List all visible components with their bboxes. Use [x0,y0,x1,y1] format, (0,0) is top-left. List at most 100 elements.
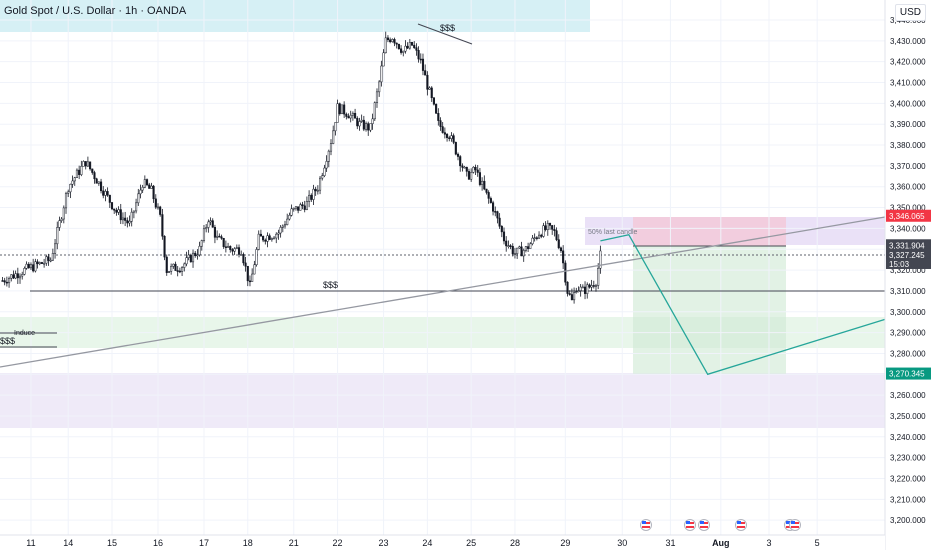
candle-up [45,256,48,264]
candle-up [472,166,475,173]
candle-down [446,134,449,138]
candle-down [551,225,554,230]
candle-up [233,248,236,252]
candle-down [511,246,514,255]
candle-up [373,102,376,120]
candle-down [3,280,6,283]
candle-up [522,250,525,257]
candle-up [305,201,308,210]
candle-up [64,193,68,209]
price-tick-label: 3,290.000 [890,329,926,338]
candle-up [507,245,510,247]
candle-up [10,274,13,279]
candle-up [334,122,337,132]
candle-down [161,214,164,237]
candle-down [262,235,265,241]
time-tick-label: 28 [510,538,520,548]
candle-down [343,104,346,115]
candle-down [498,217,501,227]
candle-up [170,266,173,272]
candle-up [529,243,532,249]
price-tick-label: 3,230.000 [890,454,926,463]
candle-down [91,168,94,173]
candle-down [395,42,398,45]
candle-down [268,235,271,240]
candle-down [459,156,462,167]
price-level-badge [886,248,931,261]
candle-up [43,262,46,265]
price-tick-label: 3,250.000 [890,412,926,421]
currency-button[interactable]: USD [894,4,926,21]
candle-up [470,172,473,180]
candle-down [84,161,87,167]
candle-down [301,204,304,207]
candle-down [89,161,92,170]
reward-box [633,246,786,374]
candle-up [573,292,576,301]
candle-up [325,161,328,169]
candle-down [535,237,538,239]
candle-down [487,192,490,199]
price-tick-label: 3,310.000 [890,287,926,296]
candle-up [38,262,41,265]
price-level-label: 3,270.345 [889,370,925,379]
price-tick-label: 3,280.000 [890,349,926,358]
candle-up [71,180,74,185]
candle-up [240,254,243,256]
time-tick-label: 29 [560,538,570,548]
candle-down [1,280,4,282]
candle-down [231,249,234,252]
candle-up [516,247,519,254]
economic-events[interactable] [640,519,801,531]
candle-up [428,87,431,90]
candle-up [279,227,282,234]
candle-up [531,237,534,245]
candle-up [187,254,190,258]
candle-up [316,189,319,192]
price-tick-label: 3,320.000 [890,266,926,275]
candle-down [454,142,457,155]
vertical-gridlines [30,0,818,535]
candle-down [570,294,573,301]
candle-up [404,45,407,52]
candle-up [371,118,374,124]
candle-up [8,278,11,284]
candle-down [424,70,427,76]
price-tick-label: 3,350.000 [890,204,926,213]
induce-label: Induce [14,330,35,337]
candle-down [492,202,495,212]
candle-up [360,119,363,122]
price-level-label: 3,346.065 [889,212,925,221]
candle-up [538,234,541,239]
candle-down [145,179,149,186]
candle-down [410,42,414,46]
candle-down [555,230,558,240]
candle-down [237,247,241,255]
price-tick-label: 3,390.000 [890,120,926,129]
price-tick-label: 3,260.000 [890,391,926,400]
candle-up [253,264,256,275]
candle-up [29,264,33,269]
candle-up [216,235,219,238]
candle-up [408,42,411,49]
candle-up [336,103,339,123]
candle-down [509,245,512,247]
candle-down [36,261,39,265]
candle-down [176,270,179,272]
candle-up [288,214,291,220]
candle-down [242,254,245,264]
price-tick-label: 3,400.000 [890,99,926,108]
candle-up [597,267,600,286]
candle-up [198,245,201,256]
candle-up [402,50,405,53]
candle-down [163,235,166,258]
time-tick-label: 24 [422,538,432,548]
risk-box [633,217,786,246]
candle-down [345,113,348,117]
candle-up [321,175,324,179]
candle-up [542,225,545,237]
candle-up [332,130,335,144]
